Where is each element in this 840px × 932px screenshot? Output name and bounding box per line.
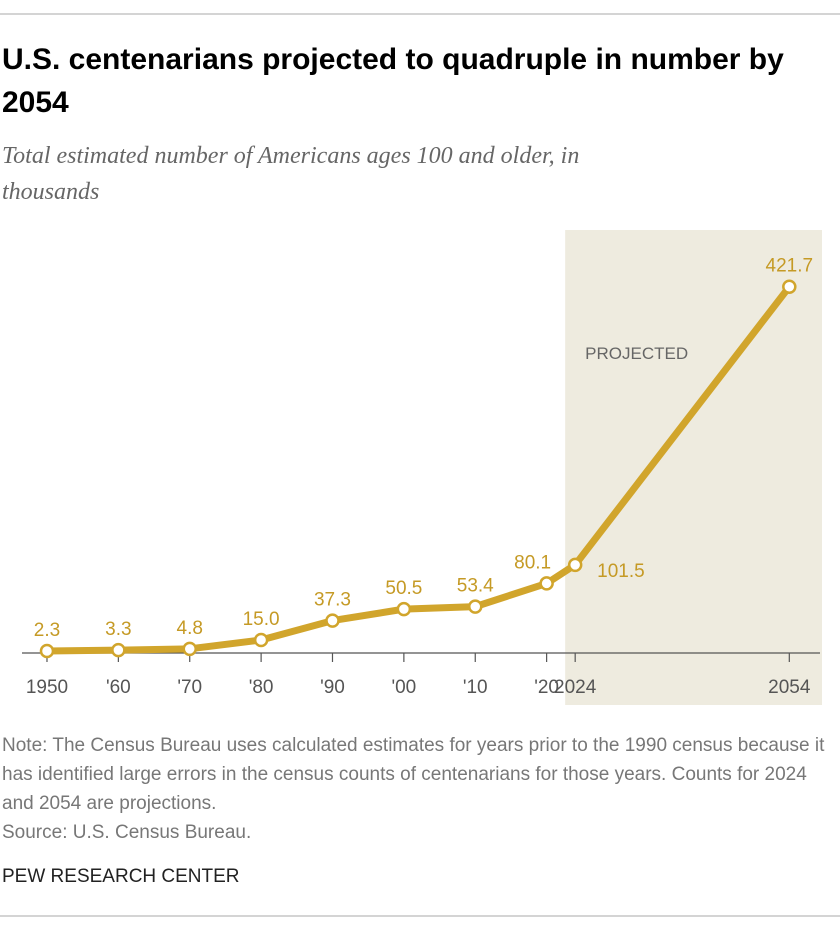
data-label: 80.1 [514,552,551,573]
x-tick-label: 1950 [26,677,68,698]
data-label: 101.5 [597,561,645,582]
data-line [46,284,793,655]
data-point [325,613,340,628]
data-label: 37.3 [314,590,351,611]
data-point [182,641,197,657]
x-tick-label: '90 [320,677,345,698]
x-tick-label: '00 [391,677,416,698]
x-tick-label: 2024 [554,677,597,698]
x-tick-label: 2054 [768,677,811,698]
source: Source: U.S. Census Bureau. [2,822,252,843]
annotation: PROJECTED [585,344,688,363]
data-point [467,599,483,614]
data-label: 53.4 [457,576,494,597]
x-tick-label: '80 [249,677,274,698]
data-point [253,632,269,648]
x-tick-label: '10 [463,677,488,698]
x-tick-label: '70 [177,677,202,698]
data-point [111,642,126,658]
chart-subtitle: Total estimated number of Americans ages… [2,143,580,205]
data-point [39,643,55,659]
note: Note: The Census Bureau uses calculated … [2,735,825,814]
data-label: 50.5 [385,578,422,599]
data-point [396,601,412,617]
data-label: 3.3 [105,619,131,640]
data-point [567,557,583,573]
data-label: 4.8 [177,618,203,639]
x-tick-label: '20 [534,677,559,698]
chart-title: U.S. centenarians projected to quadruple… [2,43,784,119]
x-tick-label: '60 [106,677,131,698]
data-label: 15.0 [243,609,280,630]
data-point [539,576,554,591]
data-point [782,279,797,294]
data-label: 2.3 [34,620,60,641]
credit: PEW RESEARCH CENTER [2,866,240,887]
projected-region [565,230,822,705]
data-label: 421.7 [766,256,814,277]
